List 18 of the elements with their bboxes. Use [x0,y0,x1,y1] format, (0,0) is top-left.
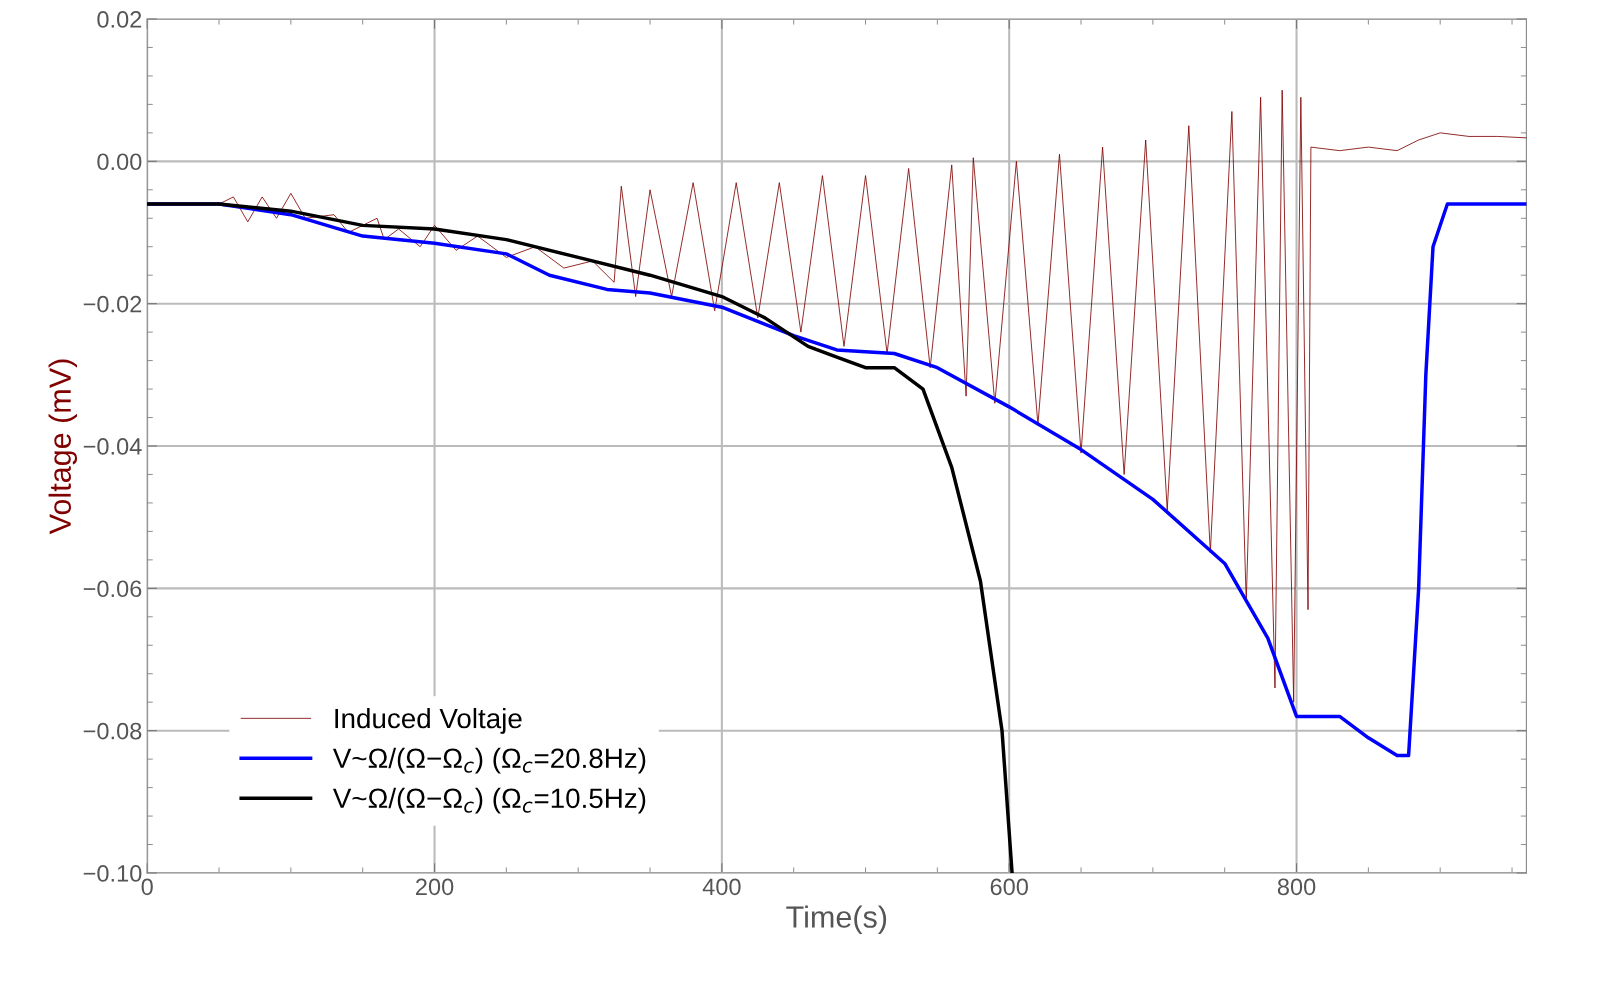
x-tick-label: 600 [990,878,1028,896]
y-tick-label: 0.02 [97,11,142,28]
legend-label: V~Ω/(Ω−Ω$_{c}$) (Ω$_{c}$=10.5Hz) [332,787,646,814]
y-axis-title: Voltage (mV) [48,359,78,535]
line-series [147,202,1014,873]
x-tick-label: 800 [1277,878,1316,896]
x-tick-label: 200 [416,878,454,896]
y-tick-label: −0.06 [83,580,142,598]
y-tick-label: −0.04 [83,438,142,455]
legend-label: V~Ω/(Ω−Ω$_{c}$) (Ω$_{c}$=20.8Hz) [332,747,646,774]
x-tick-label: 400 [702,878,741,896]
x-tick-label: 0 [141,878,153,896]
legend-label: Induced Voltaje [335,707,522,734]
x-axis-title: Time(s) [786,905,887,934]
y-tick-label: −0.02 [83,295,142,313]
y-tick-label: 0.00 [97,153,142,171]
y-tick-label: −0.08 [83,722,142,740]
y-tick-label: −0.10 [83,865,142,882]
